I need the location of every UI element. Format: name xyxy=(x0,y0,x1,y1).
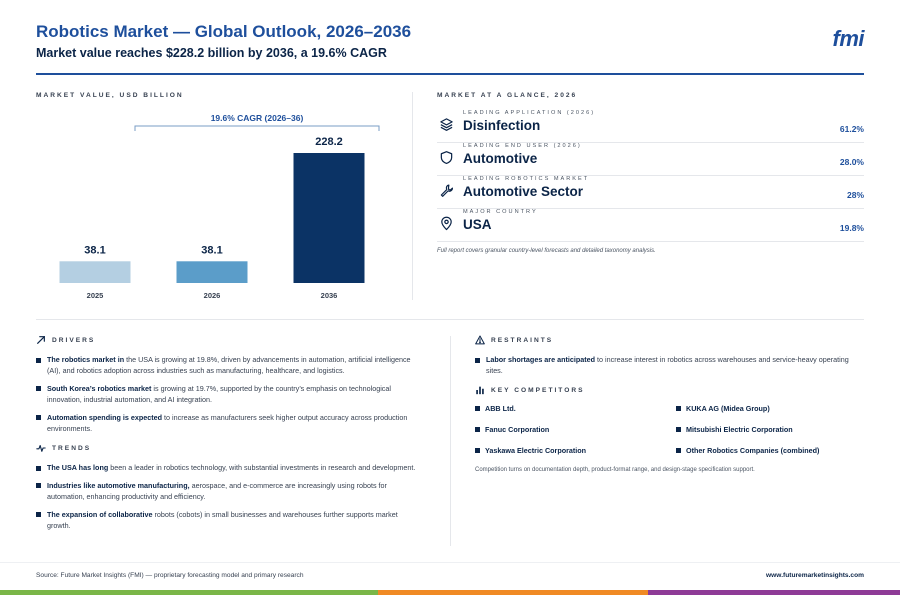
trend-item: Industries like automotive manufacturing… xyxy=(36,480,421,502)
glance-value: 19.8% xyxy=(839,223,864,233)
stripe-segment xyxy=(648,590,900,595)
drivers-label: DRIVERS xyxy=(52,336,96,344)
market-value-chart-panel: 19.6% CAGR (2026–36) 38.1 2025 38.1 2026 228.… xyxy=(36,92,404,304)
stripe-segment xyxy=(0,590,378,595)
bar-2026 xyxy=(176,261,248,283)
glance-caption: MAJOR COUNTRY xyxy=(463,209,538,215)
glance-name: Automotive Sector xyxy=(463,184,584,199)
restraints-label: RESTRAINTS xyxy=(491,336,554,344)
glance-name: Automotive xyxy=(463,151,538,166)
glance-section-label: MARKET AT A GLANCE, 2026 xyxy=(437,92,578,99)
glance-row-robotics-market: LEADING ROBOTICS MARKET Automotive Secto… xyxy=(437,176,864,209)
driver-item: The robotics market in the USA is growin… xyxy=(36,354,421,376)
wrench-icon xyxy=(439,183,454,198)
glance-value: 28.0% xyxy=(839,157,864,167)
location-pin-icon xyxy=(439,216,454,231)
x-tick-label: 2026 xyxy=(204,291,221,300)
pulse-line-icon xyxy=(36,444,46,452)
glance-caption: LEADING END USER (2026) xyxy=(463,143,582,149)
trend-item: The USA has long been a leader in roboti… xyxy=(36,462,421,473)
glance-name: USA xyxy=(463,217,492,232)
competitor-item: ABB Ltd. xyxy=(475,404,676,413)
glance-name: Disinfection xyxy=(463,118,541,133)
bar-2036 xyxy=(293,153,365,283)
shield-icon xyxy=(439,150,454,165)
cagr-bracket xyxy=(134,125,380,131)
trend-up-arrow-icon xyxy=(37,336,45,344)
competitor-item: KUKA AG (Midea Group) xyxy=(676,404,864,413)
cagr-annotation: 19.6% CAGR (2026–36) xyxy=(211,113,304,123)
competitors-label: KEY COMPETITORS xyxy=(491,386,585,394)
warning-triangle-icon xyxy=(475,335,485,345)
glance-row-application: LEADING APPLICATION (2026) Disinfection … xyxy=(437,110,864,143)
driver-item: South Korea’s robotics market is growing… xyxy=(36,383,421,405)
bar-2025 xyxy=(59,261,131,283)
source-note: Source: Future Market Insights (FMI) — p… xyxy=(36,572,304,579)
trend-item: The expansion of collaborative robots (c… xyxy=(36,509,421,531)
lower-panel-divider xyxy=(450,336,451,546)
bar-chart-icon xyxy=(476,386,484,395)
competitors-note: Competition turns on documentation depth… xyxy=(475,467,755,473)
glance-row-end-user: LEADING END USER (2026) Automotive 28.0% xyxy=(437,143,864,176)
stripe-segment xyxy=(378,590,648,595)
glance-value: 28% xyxy=(846,190,864,200)
x-tick-label: 2036 xyxy=(321,291,338,300)
brand-color-stripe xyxy=(0,590,900,595)
competitor-item: Other Robotics Companies (combined) xyxy=(676,446,864,455)
competitor-item: Yaskawa Electric Corporation xyxy=(475,446,676,455)
glance-note: Full report covers granular country-leve… xyxy=(437,248,656,254)
panel-divider xyxy=(412,92,413,300)
market-at-a-glance: MARKET AT A GLANCE, 2026 LEADING APPLICA… xyxy=(437,92,864,254)
x-tick-label: 2025 xyxy=(87,291,104,300)
header-rule xyxy=(36,73,864,75)
page-title: Robotics Market — Global Outlook, 2026–2… xyxy=(36,22,412,41)
key-competitors-section: KEY COMPETITORS ABB Ltd. KUKA AG (Midea … xyxy=(475,385,864,473)
page-subtitle: Market value reaches $228.2 billion by 2… xyxy=(36,46,387,60)
bar-value-label: 228.2 xyxy=(315,136,343,148)
bar-value-label: 38.1 xyxy=(201,244,222,256)
trends-section: TRENDS The USA has long been a leader in… xyxy=(36,443,421,538)
section-divider xyxy=(36,319,864,320)
glance-caption: LEADING ROBOTICS MARKET xyxy=(463,176,590,182)
layers-icon xyxy=(439,117,454,132)
glance-value: 61.2% xyxy=(839,124,864,134)
website-link[interactable]: www.futuremarketinsights.com xyxy=(766,572,864,579)
fmi-logo: fmi xyxy=(832,26,865,51)
restraint-item: Labor shortages are anticipated to incre… xyxy=(475,354,864,376)
drivers-section: DRIVERS The robotics market in the USA i… xyxy=(36,335,421,441)
market-value-chart: 19.6% CAGR (2026–36) 38.1 2025 38.1 2026 228.… xyxy=(59,113,380,300)
restraints-section: RESTRAINTS Labor shortages are anticipat… xyxy=(475,335,864,383)
glance-caption: LEADING APPLICATION (2026) xyxy=(463,110,596,116)
bar-value-label: 38.1 xyxy=(84,244,105,256)
competitor-item: Fanuc Corporation xyxy=(475,425,676,434)
chart-section-label: MARKET VALUE, USD BILLION xyxy=(36,92,184,99)
trends-label: TRENDS xyxy=(52,444,92,452)
footer-rule xyxy=(0,562,900,563)
driver-item: Automation spending is expected to incre… xyxy=(36,412,421,434)
glance-row-country: MAJOR COUNTRY USA 19.8% xyxy=(437,209,864,242)
competitor-item: Mitsubishi Electric Corporation xyxy=(676,425,864,434)
